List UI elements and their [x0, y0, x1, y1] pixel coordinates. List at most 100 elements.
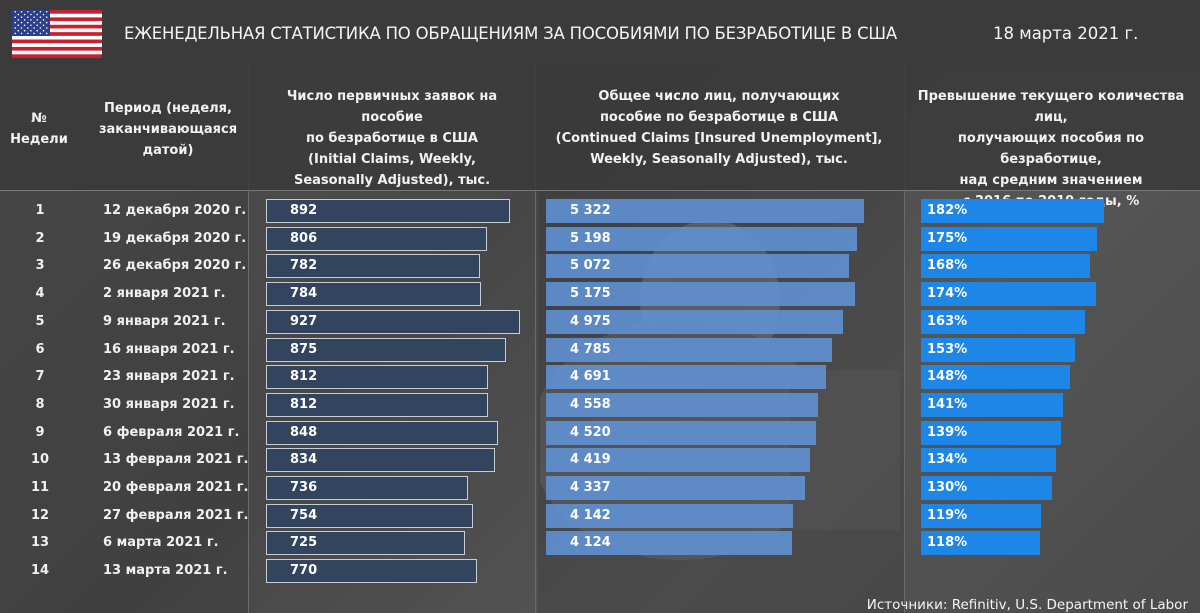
- period-date: 6 февраля 2021 г.: [103, 425, 240, 440]
- page-title: ЕЖЕНЕДЕЛЬНАЯ СТАТИСТИКА ПО ОБРАЩЕНИЯМ ЗА…: [124, 24, 897, 43]
- excess-percent-bar: [921, 338, 1075, 362]
- continued-claims-value: 4 520: [570, 425, 611, 440]
- initial-claims-value: 725: [290, 535, 318, 550]
- header-continued-claims: Общее число лиц, получающих пособие по б…: [555, 89, 883, 167]
- continued-claims-value: 4 419: [570, 452, 611, 467]
- week-number: 5: [35, 314, 45, 329]
- excess-percent-value: 175%: [927, 231, 968, 246]
- week-number: 10: [30, 452, 50, 467]
- continued-claims-bar: [546, 448, 810, 472]
- continued-claims-bar: [546, 421, 816, 445]
- initial-claims-bar: [266, 448, 495, 472]
- excess-percent-bar: [921, 393, 1063, 417]
- excess-percent-value: 119%: [927, 508, 968, 523]
- excess-percent-bar: [921, 310, 1085, 334]
- period-date: 19 декабря 2020 г.: [103, 231, 247, 246]
- initial-claims-value: 770: [290, 563, 318, 578]
- initial-claims-bar: [266, 393, 488, 417]
- initial-claims-value: 812: [290, 397, 318, 412]
- excess-percent-value: 153%: [927, 342, 968, 357]
- initial-claims-bar: [266, 227, 487, 251]
- continued-claims-value: 4 785: [570, 342, 611, 357]
- title-bar: [0, 0, 1200, 66]
- excess-percent-value: 168%: [927, 258, 968, 273]
- week-number: 8: [35, 397, 45, 412]
- excess-percent-bar: [921, 227, 1097, 251]
- excess-percent-value: 134%: [927, 452, 968, 467]
- excess-percent-value: 174%: [927, 286, 968, 301]
- column-divider: [535, 66, 536, 613]
- initial-claims-bar: [266, 531, 465, 555]
- excess-percent-bar: [921, 504, 1041, 528]
- continued-claims-value: 4 337: [570, 480, 611, 495]
- initial-claims-bar: [266, 421, 498, 445]
- excess-percent-bar: [921, 476, 1052, 500]
- excess-percent-bar: [921, 199, 1104, 223]
- continued-claims-value: 4 124: [570, 535, 611, 550]
- initial-claims-bar: [266, 504, 473, 528]
- period-date: 23 января 2021 г.: [103, 369, 235, 384]
- period-date: 6 марта 2021 г.: [103, 535, 219, 550]
- initial-claims-bar: [266, 310, 520, 334]
- continued-claims-bar: [546, 254, 849, 278]
- excess-percent-bar: [921, 254, 1090, 278]
- initial-claims-value: 806: [290, 231, 318, 246]
- excess-percent-bar: [921, 448, 1056, 472]
- initial-claims-bar: [266, 199, 510, 223]
- excess-percent-value: 118%: [927, 535, 968, 550]
- period-date: 30 января 2021 г.: [103, 397, 235, 412]
- excess-percent-bar: [921, 531, 1040, 555]
- initial-claims-value: 736: [290, 480, 318, 495]
- week-number: 12: [30, 508, 50, 523]
- table-header: [0, 66, 1200, 190]
- continued-claims-bar: [546, 282, 855, 306]
- period-date: 20 февраля 2021 г.: [103, 480, 249, 495]
- period-date: 9 января 2021 г.: [103, 314, 226, 329]
- initial-claims-value: 782: [290, 258, 318, 273]
- period-date: 16 января 2021 г.: [103, 342, 235, 357]
- excess-percent-value: 139%: [927, 425, 968, 440]
- continued-claims-value: 4 691: [570, 369, 611, 384]
- excess-percent-value: 141%: [927, 397, 968, 412]
- week-number: 11: [30, 480, 50, 495]
- week-number: 14: [30, 563, 50, 578]
- continued-claims-value: 5 322: [570, 203, 611, 218]
- continued-claims-bar: [546, 227, 857, 251]
- initial-claims-bar: [266, 559, 477, 583]
- initial-claims-value: 834: [290, 452, 318, 467]
- excess-percent-value: 163%: [927, 314, 968, 329]
- excess-percent-value: 148%: [927, 369, 968, 384]
- initial-claims-value: 927: [290, 314, 318, 329]
- continued-claims-value: 4 975: [570, 314, 611, 329]
- continued-claims-bar: [546, 504, 793, 528]
- continued-claims-bar: [546, 338, 832, 362]
- period-date: 27 февраля 2021 г.: [103, 508, 249, 523]
- continued-claims-bar: [546, 531, 792, 555]
- continued-claims-bar: [546, 310, 843, 334]
- us-flag-icon: [12, 10, 102, 58]
- continued-claims-value: 4 142: [570, 508, 611, 523]
- initial-claims-value: 784: [290, 286, 318, 301]
- initial-claims-bar: [266, 476, 468, 500]
- period-date: 26 декабря 2020 г.: [103, 258, 247, 273]
- continued-claims-bar: [546, 476, 805, 500]
- initial-claims-value: 812: [290, 369, 318, 384]
- initial-claims-value: 892: [290, 203, 318, 218]
- column-divider: [248, 66, 249, 613]
- week-number: 6: [35, 342, 45, 357]
- period-date: 2 января 2021 г.: [103, 286, 226, 301]
- week-number: 13: [30, 535, 50, 550]
- period-date: 13 марта 2021 г.: [103, 563, 228, 578]
- continued-claims-value: 5 198: [570, 231, 611, 246]
- week-number: 3: [35, 258, 45, 273]
- excess-percent-bar: [921, 421, 1061, 445]
- continued-claims-value: 4 558: [570, 397, 611, 412]
- header-week: № Недели: [10, 111, 68, 147]
- continued-claims-bar: [546, 365, 826, 389]
- week-number: 9: [35, 425, 45, 440]
- excess-percent-bar: [921, 282, 1096, 306]
- initial-claims-bar: [266, 338, 506, 362]
- header-excess: Превышение текущего количества лиц, полу…: [917, 89, 1185, 209]
- excess-percent-value: 130%: [927, 480, 968, 495]
